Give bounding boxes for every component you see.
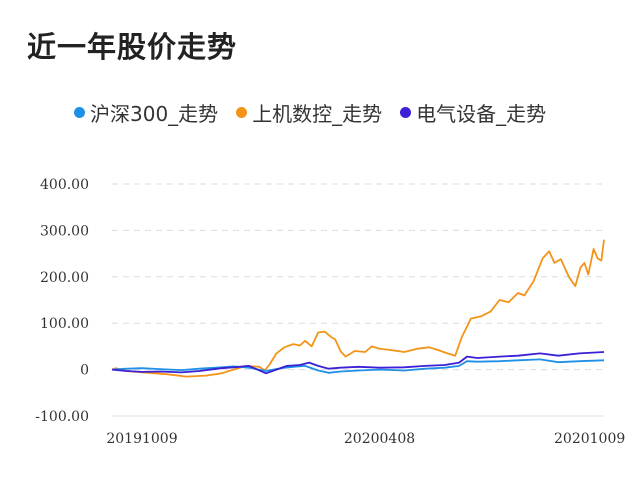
legend-dot-hs300 bbox=[74, 107, 85, 118]
y-tick-label: 400.00 bbox=[40, 177, 89, 193]
x-tick-label: 20201009 bbox=[554, 431, 625, 447]
grid-layer bbox=[112, 183, 604, 417]
legend-item-dqsb[interactable]: 电气设备_走势 bbox=[400, 98, 546, 127]
page-title: 近一年股价走势 bbox=[27, 30, 238, 64]
y-axis-ticks: 400.00 300.00 200.00 100.00 0 -100.00 bbox=[35, 177, 89, 425]
legend-label-hs300: 沪深300_走势 bbox=[90, 102, 219, 126]
y-tick-label: 100.00 bbox=[40, 316, 89, 332]
x-tick-label: 20191009 bbox=[106, 431, 177, 447]
legend: 沪深300_走势 上机数控_走势 电气设备_走势 bbox=[74, 98, 564, 127]
series-line-hs300 bbox=[111, 358, 605, 374]
x-tick-label: 20200408 bbox=[344, 431, 415, 447]
legend-item-hs300[interactable]: 沪深300_走势 bbox=[74, 98, 218, 127]
series-line-sjsk bbox=[111, 239, 605, 378]
y-tick-label: -100.00 bbox=[35, 409, 89, 425]
legend-dot-sjsk bbox=[236, 107, 248, 118]
legend-dot-dqsb bbox=[400, 107, 412, 118]
y-tick-label: 300.00 bbox=[40, 223, 89, 239]
legend-label-sjsk: 上机数控_走势 bbox=[252, 102, 383, 126]
series-layer bbox=[111, 239, 605, 378]
legend-label-dqsb: 电气设备_走势 bbox=[416, 102, 547, 126]
y-tick-label: 200.00 bbox=[40, 270, 89, 286]
y-tick-label: 0 bbox=[80, 363, 89, 379]
x-axis-ticks: 20191009 20200408 20201009 bbox=[106, 431, 625, 447]
series-line-dqsb bbox=[111, 351, 605, 375]
legend-item-sjsk[interactable]: 上机数控_走势 bbox=[236, 98, 382, 127]
